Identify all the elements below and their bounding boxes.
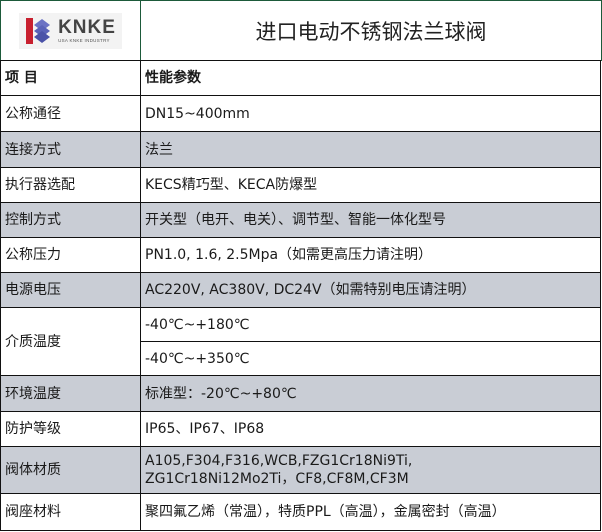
row-label: 公称压力 xyxy=(0,237,141,273)
table-row: 电源电压 AC220V, AC380V, DC24V（如需特别电压请注明） xyxy=(0,272,601,308)
table-row: 防护等级 IP65、IP67、IP68 xyxy=(0,411,601,447)
row-value: IP65、IP67、IP68 xyxy=(140,411,601,447)
header-item: 项 目 xyxy=(0,60,141,96)
table-row: 环境温度 标准型：-20℃~+80℃ xyxy=(0,375,601,412)
table-row: 阀体材质 A105,F304,F316,WCB,FZG1Cr18Ni9Ti, Z… xyxy=(0,446,601,494)
table-header-row: 项 目 性能参数 xyxy=(0,60,601,96)
table-row: 执行器选配 KECS精巧型、KECA防爆型 xyxy=(0,167,601,203)
header-spec: 性能参数 xyxy=(140,60,601,96)
table-row: -40℃~+350℃ xyxy=(1,341,601,376)
row-value: 标准型：-20℃~+80℃ xyxy=(140,375,601,412)
row-label: 阀体材质 xyxy=(0,446,141,494)
row-value: A105,F304,F316,WCB,FZG1Cr18Ni9Ti, ZG1Cr1… xyxy=(140,446,601,494)
row-value: 开关型（电开、电关）、调节型、智能一体化型号 xyxy=(140,202,601,238)
header: KNKE USA KNKE INDUSTRY 进口电动不锈钢法兰球阀 xyxy=(0,0,602,61)
table-row: 连接方式 法兰 xyxy=(0,131,601,168)
row-value: -40℃~+350℃ xyxy=(140,341,601,376)
knke-logo: KNKE USA KNKE INDUSTRY xyxy=(19,12,122,49)
table-row: 公称压力 PN1.0, 1.6, 2.5Mpa（如需更高压力请注明） xyxy=(0,237,601,273)
logo-tagline: USA KNKE INDUSTRY xyxy=(58,38,110,43)
row-value: AC220V, AC380V, DC24V（如需特别电压请注明） xyxy=(140,272,601,308)
row-value: PN1.0, 1.6, 2.5Mpa（如需更高压力请注明） xyxy=(140,237,601,273)
row-value: -40℃~+180℃ xyxy=(140,307,601,342)
table-row: 控制方式 开关型（电开、电关）、调节型、智能一体化型号 xyxy=(0,202,601,238)
row-value: 法兰 xyxy=(140,131,601,168)
row-label: 控制方式 xyxy=(0,202,141,238)
spec-table: 项 目 性能参数 公称通径 DN15~400mm 连接方式 法兰 执行器选配 K… xyxy=(0,60,601,531)
row-label: 电源电压 xyxy=(0,272,141,308)
knke-logo-icon xyxy=(26,17,51,44)
row-label: 介质温度 xyxy=(0,307,141,376)
row-label: 防护等级 xyxy=(0,411,141,447)
row-label: 执行器选配 xyxy=(0,167,141,203)
row-value: DN15~400mm xyxy=(140,95,601,132)
logo-cell: KNKE USA KNKE INDUSTRY xyxy=(1,1,141,60)
row-value-line: ZG1Cr18Ni12Mo2Ti，CF8,CF8M,CF3M xyxy=(145,471,409,487)
table-row: 公称通径 DN15~400mm xyxy=(0,95,601,132)
table-row: 介质温度 -40℃~+180℃ xyxy=(0,307,601,376)
row-label: 连接方式 xyxy=(0,131,141,168)
logo-brand: KNKE xyxy=(58,17,116,38)
row-value: KECS精巧型、KECA防爆型 xyxy=(140,167,601,203)
table-row: 阀座材料 聚四氟乙烯（常温），特质PPL（高温），金属密封（高温） xyxy=(0,493,601,531)
row-value: 聚四氟乙烯（常温），特质PPL（高温），金属密封（高温） xyxy=(140,493,601,531)
row-value-line: A105,F304,F316,WCB,FZG1Cr18Ni9Ti, xyxy=(145,453,413,469)
row-label: 环境温度 xyxy=(0,375,141,412)
row-label: 阀座材料 xyxy=(0,493,141,531)
row-label: 公称通径 xyxy=(0,95,141,132)
page-title: 进口电动不锈钢法兰球阀 xyxy=(255,19,487,44)
